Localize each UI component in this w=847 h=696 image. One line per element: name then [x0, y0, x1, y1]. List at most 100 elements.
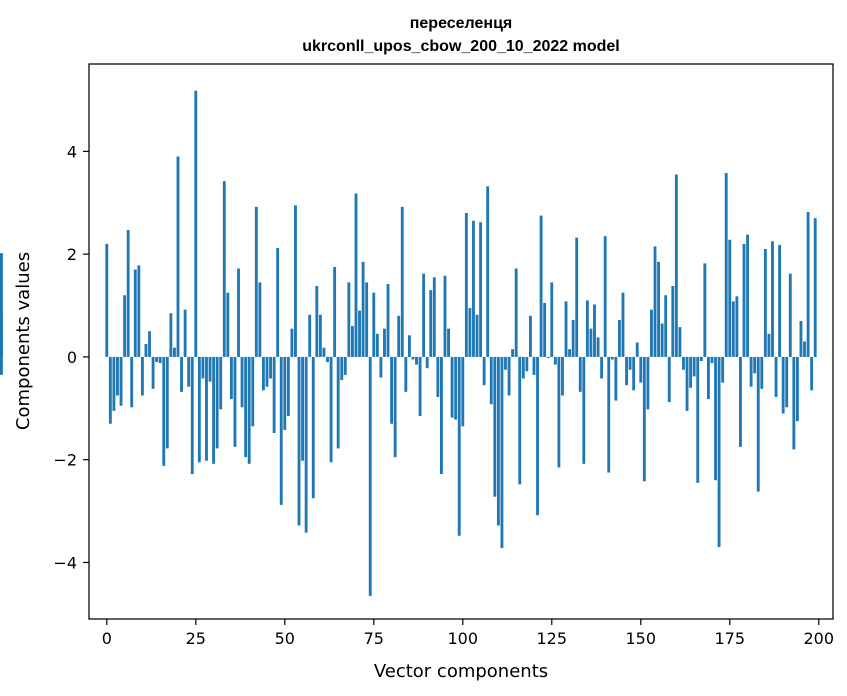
- bar-191: [785, 356, 789, 408]
- bar-64: [333, 266, 337, 357]
- bar-175: [728, 239, 732, 357]
- bar-145: [621, 292, 625, 357]
- bar-41: [251, 356, 255, 427]
- bar-38: [240, 356, 244, 408]
- bar-118: [525, 356, 529, 372]
- bar-182: [753, 356, 757, 374]
- bar-130: [568, 349, 571, 357]
- bar-102: [468, 308, 472, 357]
- bar-167: [699, 356, 703, 362]
- bar-190: [781, 356, 785, 414]
- bar-197: [806, 212, 810, 357]
- bar-68: [347, 282, 351, 357]
- bar-51: [286, 356, 290, 417]
- bar-193: [792, 356, 796, 450]
- x-tick-label: 175: [714, 629, 745, 648]
- y-tick-label: 4: [67, 142, 77, 161]
- bar-37: [237, 268, 240, 357]
- bar-149: [635, 342, 639, 357]
- y-tick-label: −2: [53, 451, 77, 470]
- bar-146: [625, 356, 628, 386]
- bar-84: [404, 356, 408, 392]
- bar-46: [269, 356, 272, 379]
- y-axis-label: Components values: [13, 252, 34, 430]
- bar-5: [123, 295, 127, 357]
- bar-169: [706, 356, 710, 400]
- bar-188: [774, 356, 778, 397]
- x-tick-label: 75: [364, 629, 384, 648]
- bar-23: [187, 356, 191, 387]
- bar-132: [575, 237, 579, 357]
- bar-91: [429, 290, 433, 357]
- bar-164: [689, 356, 693, 388]
- bar-140: [603, 236, 607, 357]
- bar-57: [308, 314, 312, 357]
- bar-138: [596, 337, 600, 357]
- bar-32: [219, 356, 223, 410]
- bar-123: [543, 302, 547, 357]
- bar-59: [315, 286, 319, 357]
- bar-40: [247, 356, 251, 464]
- bar-50: [283, 356, 287, 430]
- bar-6: [126, 229, 130, 357]
- bar-70: [354, 193, 358, 357]
- bar-183: [756, 356, 760, 492]
- bar-171: [714, 356, 717, 481]
- y-tick-label: 2: [67, 245, 77, 264]
- bar-155: [657, 261, 660, 357]
- bar-129: [564, 301, 568, 357]
- bar-52: [290, 328, 294, 357]
- bar-22: [183, 309, 187, 357]
- bar-83: [400, 206, 404, 357]
- bar-71: [358, 310, 361, 357]
- bar-96: [447, 328, 450, 357]
- bar-156: [660, 323, 664, 357]
- bar-60: [318, 314, 322, 357]
- bar-76: [375, 333, 379, 357]
- bar-31: [215, 356, 219, 449]
- x-tick-label: 200: [803, 629, 834, 648]
- bar-80: [390, 356, 394, 424]
- bar-128: [561, 356, 564, 396]
- bar-54: [297, 356, 301, 526]
- bar-8: [133, 269, 137, 357]
- bar-199: [813, 218, 817, 357]
- bar-152: [646, 356, 650, 410]
- bar-135: [585, 300, 589, 357]
- bar-30: [212, 356, 216, 464]
- bar-72: [361, 261, 365, 357]
- plot-frame: [88, 63, 834, 620]
- bar-13: [151, 356, 155, 389]
- bar-53: [294, 205, 297, 357]
- bar-186: [767, 333, 771, 357]
- bar-62: [326, 356, 329, 363]
- chart-title: переселенця: [410, 15, 513, 32]
- bar-194: [795, 356, 799, 422]
- bar-2: [112, 356, 116, 411]
- bar-42: [254, 206, 258, 357]
- bar-36: [233, 356, 237, 447]
- bar-29: [208, 356, 212, 382]
- bar-176: [731, 301, 735, 357]
- bar-154: [653, 246, 657, 357]
- bar-27: [201, 356, 205, 379]
- bar-195: [799, 320, 803, 357]
- bar-100: [461, 356, 465, 427]
- bar-180: [746, 234, 749, 357]
- bar-79: [386, 283, 390, 357]
- bar-163: [685, 356, 689, 411]
- bar-90: [425, 356, 429, 369]
- bar-45: [265, 356, 269, 387]
- bar-85: [407, 335, 411, 357]
- bar-137: [593, 304, 596, 357]
- bar-147: [628, 356, 632, 370]
- bar-109: [493, 356, 497, 497]
- bar-55: [301, 356, 305, 461]
- bar-12: [148, 331, 151, 357]
- bar-77: [379, 356, 383, 378]
- bar-114: [511, 349, 515, 357]
- bar-168: [703, 263, 707, 357]
- bar-116: [518, 356, 522, 485]
- bar-99: [457, 356, 461, 536]
- bar-187: [771, 241, 774, 357]
